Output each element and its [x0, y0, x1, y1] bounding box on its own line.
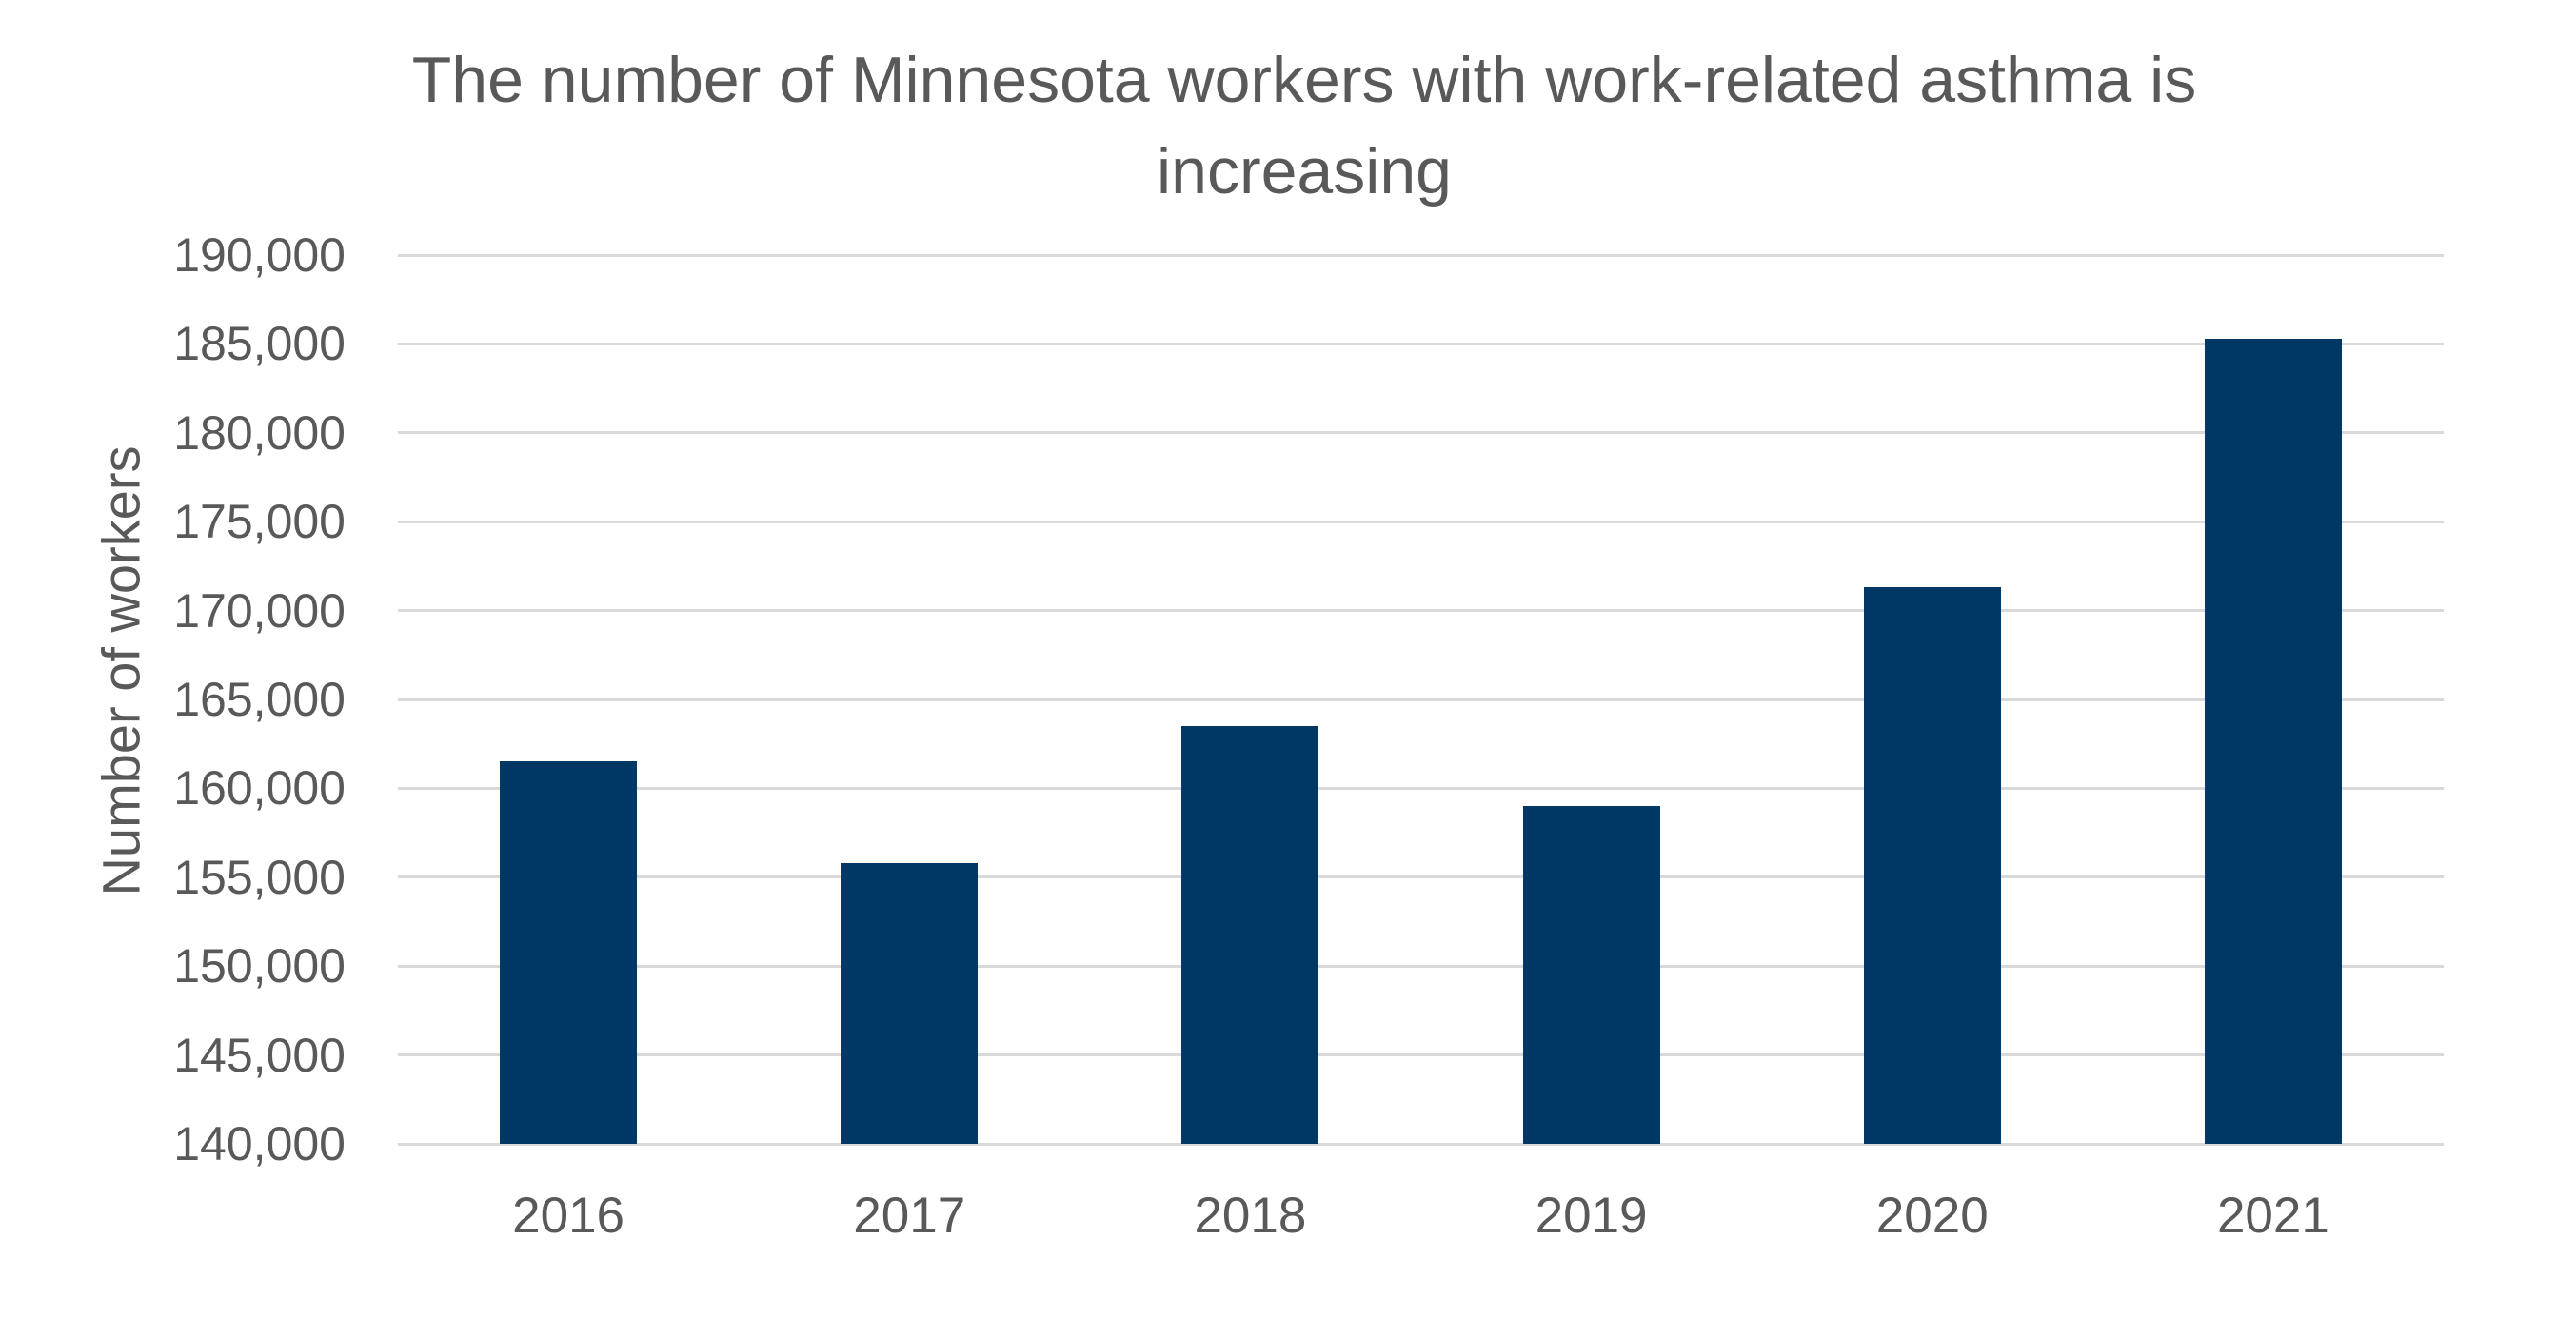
- gridline: [398, 698, 2444, 701]
- bar-2018: [1181, 726, 1319, 1144]
- bar-2021: [2204, 338, 2342, 1144]
- y-tick-label: 170,000: [173, 583, 346, 638]
- gridline: [398, 1053, 2444, 1057]
- gridline: [398, 253, 2444, 257]
- gridline: [398, 786, 2444, 790]
- x-tick-label: 2019: [1535, 1188, 1648, 1244]
- y-tick-label: 180,000: [173, 405, 346, 460]
- gridline: [398, 342, 2444, 345]
- gridline: [398, 964, 2444, 968]
- y-tick-label: 160,000: [173, 761, 346, 816]
- gridline: [398, 875, 2444, 879]
- y-tick-label: 150,000: [173, 939, 346, 993]
- bar-2019: [1522, 806, 1660, 1144]
- chart-title: The number of Minnesota workers with wor…: [0, 34, 2576, 217]
- gridline: [398, 431, 2444, 435]
- gridline: [398, 520, 2444, 523]
- bar-2016: [500, 761, 638, 1144]
- gridline: [398, 1142, 2444, 1146]
- plot-area: [398, 253, 2444, 1146]
- x-tick-label: 2020: [1875, 1188, 1989, 1244]
- y-tick-label: 190,000: [173, 228, 346, 282]
- y-tick-label: 155,000: [173, 850, 346, 904]
- bar-2020: [1863, 587, 2001, 1144]
- chart-title-line-2: increasing: [1157, 135, 1452, 207]
- x-tick-label: 2016: [512, 1188, 625, 1244]
- y-tick-label: 175,000: [173, 495, 346, 549]
- y-tick-label: 165,000: [173, 673, 346, 726]
- gridline: [398, 609, 2444, 613]
- y-tick-label: 140,000: [173, 1117, 346, 1170]
- chart-title-line-1: The number of Minnesota workers with wor…: [411, 44, 2197, 116]
- y-tick-label: 185,000: [173, 317, 346, 371]
- x-tick-label: 2017: [853, 1188, 966, 1244]
- y-tick-label: 145,000: [173, 1028, 346, 1082]
- bar-2017: [841, 862, 979, 1144]
- x-tick-label: 2018: [1194, 1188, 1307, 1244]
- x-tick-label: 2021: [2216, 1188, 2329, 1244]
